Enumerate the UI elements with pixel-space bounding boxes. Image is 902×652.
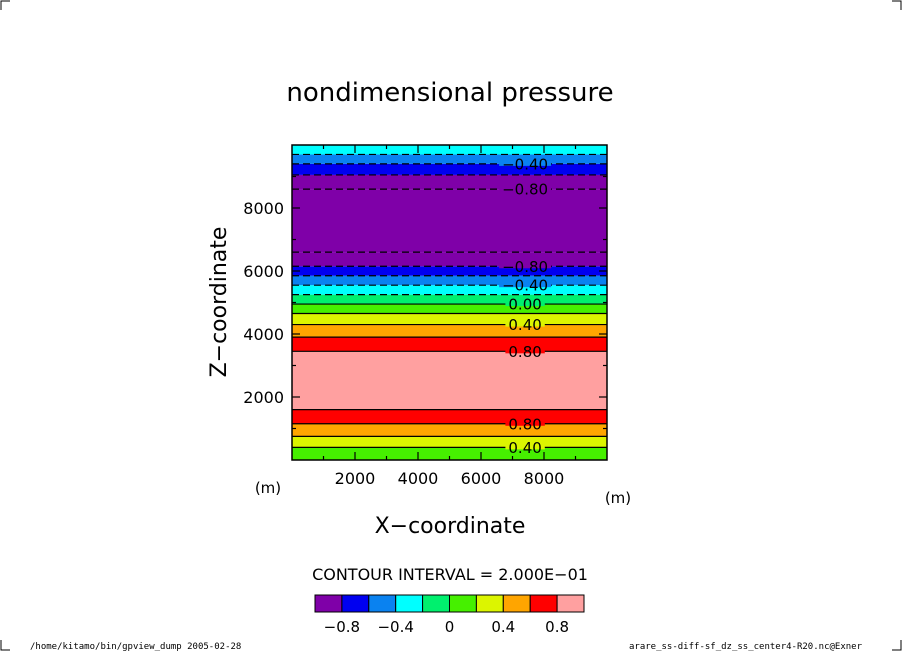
contour-labels: 0.400.800.800.400.00−0.40−0.80−0.80−0.40 [499, 155, 552, 457]
contour-label: 0.40 [508, 316, 541, 334]
contour-label: −0.80 [502, 181, 548, 199]
colorbar-swatch [368, 594, 397, 613]
contour-band [292, 304, 607, 314]
footer-left: /home/kitamo/bin/gpview_dump 2005-02-28 [30, 642, 241, 652]
y-axis-title: Z−coordinate [207, 227, 232, 378]
contour-label-bg [505, 349, 545, 354]
y-tick-label: 6000 [243, 262, 284, 281]
x-tick-label: 6000 [461, 469, 502, 488]
contour-label-bg [499, 264, 552, 269]
contour-band [292, 294, 607, 305]
x-axis: 2000 4000 6000 8000 [322, 145, 577, 488]
contour-band [292, 145, 607, 155]
contour-label-bg [505, 322, 545, 327]
contour-band [292, 409, 607, 424]
colorbar-tick-label: 0 [445, 618, 455, 636]
colorbar-swatch [314, 594, 343, 613]
x-axis-title: X−coordinate [375, 514, 526, 539]
colorbar-swatch [341, 594, 370, 613]
contour-interval-text: CONTOUR INTERVAL = 2.000E−01 [312, 565, 588, 584]
contour-label: 0.80 [508, 415, 541, 433]
y-tick-label: 8000 [243, 199, 284, 218]
colorbar-swatch [422, 594, 451, 613]
colorbar-swatch [449, 594, 477, 613]
x-unit-label: (m) [605, 489, 631, 507]
contour-band [292, 174, 607, 190]
colorbar-swatch [556, 594, 585, 613]
colorbar-tick-label: −0.4 [377, 618, 413, 636]
colorbar-swatch [529, 594, 558, 613]
contour-band [292, 447, 607, 460]
y-axis: 2000 4000 6000 8000 [243, 175, 607, 430]
contour-label: 0.00 [508, 296, 541, 314]
contour-label: −0.40 [502, 277, 548, 295]
contour-band [292, 337, 607, 352]
x-tick-label: 8000 [524, 469, 565, 488]
colorbar-swatch [395, 594, 424, 613]
colorbar-tick-labels: −0.8 −0.4 0 0.4 0.8 [324, 618, 569, 636]
contour-label: −0.80 [502, 258, 548, 276]
footer-right: arare_ss-diff-sf_dz_ss_center4-R20.nc@Ex… [629, 642, 863, 652]
contour-label-bg [505, 445, 545, 450]
contour-label: 0.80 [508, 343, 541, 361]
plot-bands [292, 145, 607, 460]
contour-label: −0.40 [502, 155, 548, 173]
contour-label: 0.40 [508, 439, 541, 457]
contour-label-bg [505, 302, 545, 307]
contour-band [292, 285, 607, 295]
contour-label-bg [499, 161, 552, 166]
colorbar-swatch [475, 594, 504, 613]
y-unit-label: (m) [255, 479, 281, 497]
contour-band [292, 324, 607, 338]
contour-label-bg [499, 283, 552, 288]
contour-band [292, 266, 607, 276]
contour-label-bg [499, 187, 552, 192]
colorbar-tick-label: 0.4 [491, 618, 515, 636]
contour-band [292, 154, 607, 164]
contour-lines [292, 153, 607, 448]
colorbar [314, 594, 585, 613]
contour-label-bg [505, 421, 545, 426]
contour-band [292, 189, 607, 253]
contour-band [292, 436, 607, 448]
contour-band [292, 252, 607, 267]
contour-band [292, 351, 607, 410]
colorbar-tick-label: −0.8 [324, 618, 360, 636]
contour-band [292, 163, 607, 175]
contour-band [292, 313, 607, 325]
contour-band [292, 275, 607, 286]
y-tick-label: 4000 [243, 325, 284, 344]
x-tick-label: 4000 [398, 469, 439, 488]
chart-title: nondimensional pressure [286, 78, 613, 108]
y-tick-label: 2000 [243, 388, 284, 407]
colorbar-swatch [502, 594, 531, 613]
contour-band [292, 423, 607, 437]
x-tick-label: 2000 [335, 469, 376, 488]
colorbar-tick-label: 0.8 [545, 618, 569, 636]
